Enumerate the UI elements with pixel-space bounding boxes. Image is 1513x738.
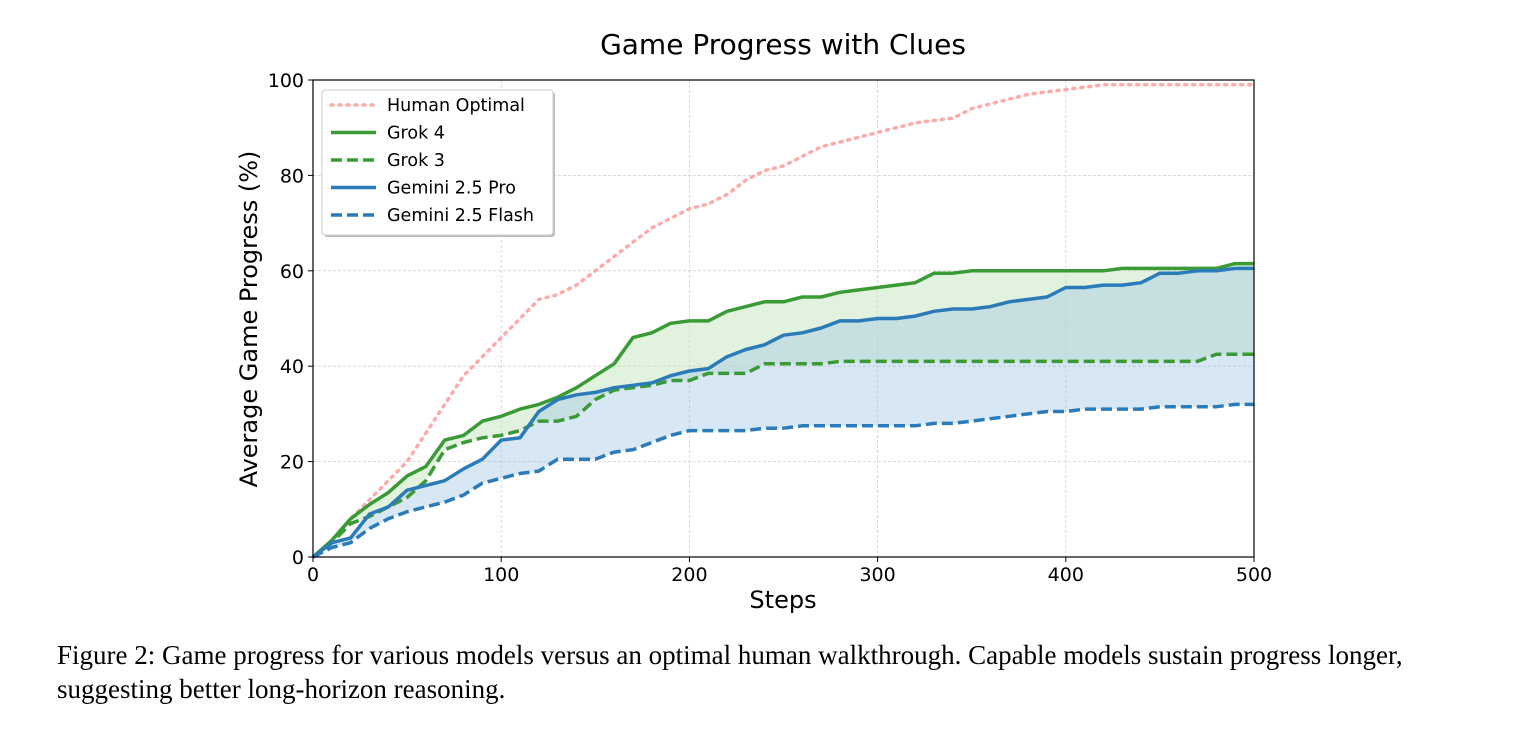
legend-label: Human Optimal: [387, 96, 525, 116]
chart-title: Game Progress with Clues: [600, 28, 966, 61]
x-axis-ticks: 0 100 200 300 400 500: [307, 557, 1272, 586]
x-tick-label: 500: [1236, 564, 1272, 586]
x-axis-label: Steps: [749, 586, 816, 614]
x-tick-label: 200: [671, 564, 707, 586]
fill-areas: [313, 264, 1254, 557]
y-tick-label: 60: [280, 261, 304, 283]
y-tick-label: 20: [280, 452, 304, 474]
x-tick-label: 300: [859, 564, 895, 586]
legend-label: Gemini 2.5 Flash: [387, 206, 534, 226]
y-tick-label: 0: [292, 547, 304, 569]
legend-label: Gemini 2.5 Pro: [387, 179, 516, 199]
y-tick-label: 80: [280, 165, 304, 187]
legend: Human Optimal Grok 4 Grok 3 Gemini 2.5 Pro G…: [322, 90, 555, 237]
y-axis-label: Average Game Progress (%): [235, 151, 263, 488]
x-tick-label: 0: [307, 564, 319, 586]
x-tick-label: 400: [1048, 564, 1084, 586]
legend-label: Grok 4: [387, 124, 445, 144]
figure-caption: Figure 2: Game progress for various mode…: [57, 638, 1467, 706]
legend-label: Grok 3: [387, 151, 445, 171]
x-tick-label: 100: [483, 564, 519, 586]
y-axis-ticks: 0 20 40 60 80 100: [268, 70, 313, 569]
y-tick-label: 100: [268, 70, 304, 92]
y-tick-label: 40: [280, 356, 304, 378]
